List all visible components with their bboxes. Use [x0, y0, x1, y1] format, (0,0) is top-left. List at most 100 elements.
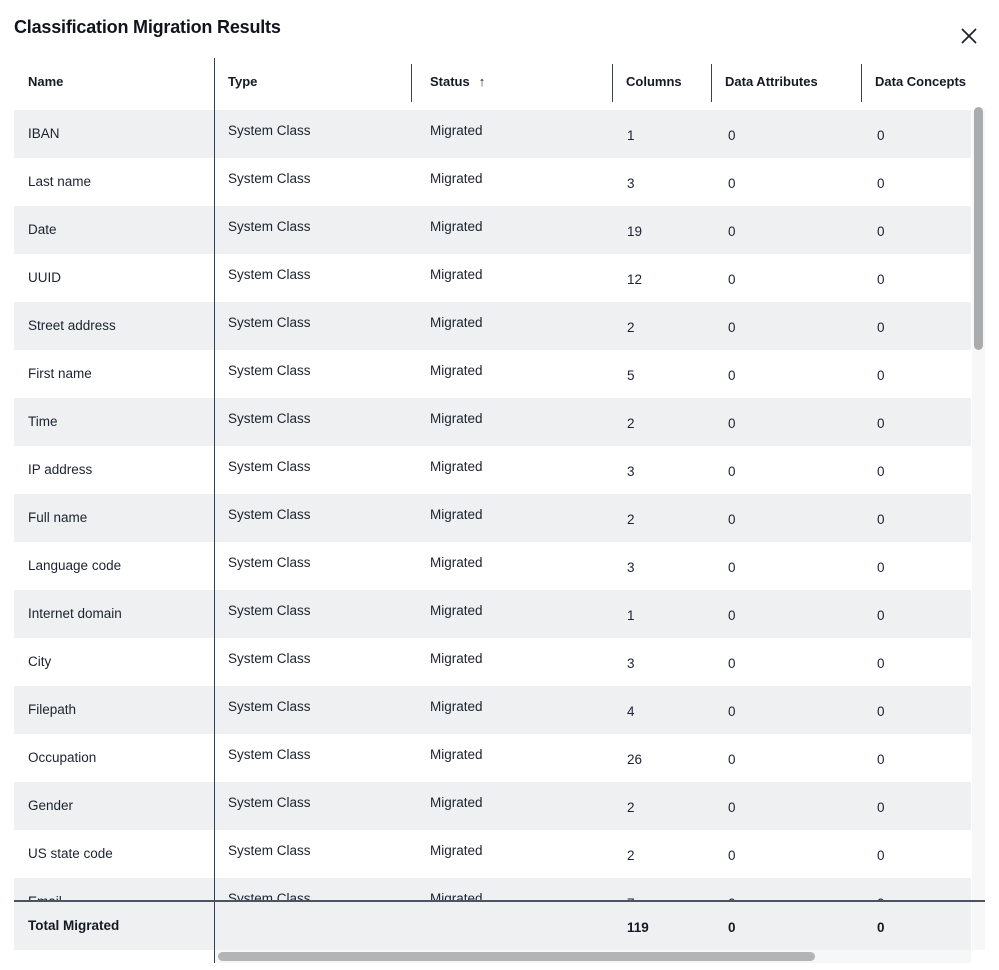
- table-row: Language code System Class Migrated 3 0 …: [14, 542, 971, 590]
- cell-data-attributes: 0: [728, 704, 736, 719]
- cell-data-concepts: 0: [877, 848, 885, 863]
- cell-type: System Class: [228, 171, 311, 186]
- table-row: First name System Class Migrated 5 0 0: [14, 350, 971, 398]
- cell-status: Migrated: [430, 123, 483, 138]
- column-header-data-concepts[interactable]: Data Concepts: [875, 74, 967, 89]
- cell-data-concepts: 0: [877, 656, 885, 671]
- cell-name: Internet domain: [28, 606, 122, 621]
- cell-columns: 3: [627, 656, 635, 671]
- cell-name: US state code: [28, 846, 113, 861]
- cell-name: IP address: [28, 462, 93, 477]
- cell-type: System Class: [228, 507, 311, 522]
- cell-status: Migrated: [430, 507, 483, 522]
- column-header-columns[interactable]: Columns: [626, 74, 682, 89]
- table-row: Full name System Class Migrated 2 0 0: [14, 494, 971, 542]
- table-row: Filepath System Class Migrated 4 0 0: [14, 686, 971, 734]
- cell-data-concepts: 0: [877, 224, 885, 239]
- table-row: City System Class Migrated 3 0 0: [14, 638, 971, 686]
- page-title: Classification Migration Results: [14, 17, 281, 37]
- cell-name: Filepath: [28, 702, 77, 717]
- cell-data-concepts: 0: [877, 560, 885, 575]
- cell-status: Migrated: [430, 363, 483, 378]
- cell-data-concepts: 0: [877, 800, 885, 815]
- cell-data-attributes: 0: [728, 320, 736, 335]
- cell-type: System Class: [228, 363, 311, 378]
- header-divider: [612, 64, 613, 102]
- table-row: Internet domain System Class Migrated 1 …: [14, 590, 971, 638]
- cell-columns: 1: [627, 608, 635, 623]
- cell-type: System Class: [228, 603, 311, 618]
- table-row: Gender System Class Migrated 2 0 0: [14, 782, 971, 830]
- cell-data-attributes: 0: [728, 176, 736, 191]
- horizontal-scrollbar-thumb[interactable]: [218, 952, 815, 961]
- column-header-name[interactable]: Name: [28, 74, 64, 89]
- cell-status: Migrated: [430, 603, 483, 618]
- table-row: Street address System Class Migrated 2 0…: [14, 302, 971, 350]
- table-footer-total-row: Total Migrated 119 0 0: [14, 902, 971, 950]
- cell-data-concepts: 0: [877, 880, 885, 901]
- pinned-column-divider: [214, 58, 215, 963]
- vertical-scrollbar-thumb[interactable]: [974, 107, 983, 350]
- cell-data-concepts: 0: [877, 704, 885, 719]
- cell-data-concepts: 0: [877, 512, 885, 527]
- cell-status: Migrated: [430, 315, 483, 330]
- column-header-type[interactable]: Type: [228, 74, 258, 89]
- cell-type: System Class: [228, 891, 311, 901]
- cell-columns: 4: [627, 704, 635, 719]
- cell-name: City: [28, 654, 52, 669]
- cell-name: Email: [28, 878, 62, 901]
- table-row: Time System Class Migrated 2 0 0: [14, 398, 971, 446]
- cell-status: Migrated: [430, 459, 483, 474]
- cell-columns: 12: [627, 272, 643, 287]
- cell-status: Migrated: [430, 699, 483, 714]
- cell-data-concepts: 0: [877, 752, 885, 767]
- cell-name: Occupation: [28, 750, 97, 765]
- table-header: Name Type Status ↑ Columns Data Attribute…: [0, 58, 999, 110]
- cell-data-concepts: 0: [877, 416, 885, 431]
- cell-status: Migrated: [430, 651, 483, 666]
- cell-type: System Class: [228, 219, 311, 234]
- footer-attributes-total: 0: [728, 920, 736, 935]
- cell-name: Last name: [28, 174, 92, 189]
- cell-name: UUID: [28, 270, 61, 285]
- footer-top-border: [14, 900, 985, 902]
- close-button[interactable]: [955, 22, 983, 50]
- table-row: UUID System Class Migrated 12 0 0: [14, 254, 971, 302]
- cell-data-concepts: 0: [877, 176, 885, 191]
- cell-name: Street address: [28, 318, 116, 333]
- footer-label: Total Migrated: [28, 918, 120, 933]
- cell-status: Migrated: [430, 267, 483, 282]
- cell-data-attributes: 0: [728, 656, 736, 671]
- cell-columns: 2: [627, 800, 635, 815]
- cell-data-attributes: 0: [728, 368, 736, 383]
- cell-columns: 26: [627, 752, 643, 767]
- cell-data-concepts: 0: [877, 368, 885, 383]
- cell-type: System Class: [228, 747, 311, 762]
- cell-columns: 19: [627, 224, 643, 239]
- footer-concepts-total: 0: [877, 920, 885, 935]
- cell-columns: 2: [627, 848, 635, 863]
- sort-ascending-icon[interactable]: ↑: [478, 74, 486, 89]
- column-header-status[interactable]: Status ↑: [430, 74, 486, 89]
- cell-type: System Class: [228, 459, 311, 474]
- cell-data-attributes: 0: [728, 224, 736, 239]
- cell-name: Date: [28, 222, 57, 237]
- cell-columns: 7: [627, 880, 635, 901]
- header-divider: [411, 64, 412, 102]
- column-header-data-attributes[interactable]: Data Attributes: [725, 74, 818, 89]
- cell-status: Migrated: [430, 171, 483, 186]
- cell-status: Migrated: [430, 219, 483, 234]
- cell-type: System Class: [228, 651, 311, 666]
- cell-data-attributes: 0: [728, 608, 736, 623]
- cell-columns: 3: [627, 464, 635, 479]
- footer-columns-total: 119: [627, 920, 649, 935]
- cell-columns: 5: [627, 368, 635, 383]
- table-row: Occupation System Class Migrated 26 0 0: [14, 734, 971, 782]
- cell-data-concepts: 0: [877, 272, 885, 287]
- cell-data-attributes: 0: [728, 512, 736, 527]
- cell-data-attributes: 0: [728, 752, 736, 767]
- cell-data-attributes: 0: [728, 800, 736, 815]
- table-row: Date System Class Migrated 19 0 0: [14, 206, 971, 254]
- header-divider: [711, 64, 712, 102]
